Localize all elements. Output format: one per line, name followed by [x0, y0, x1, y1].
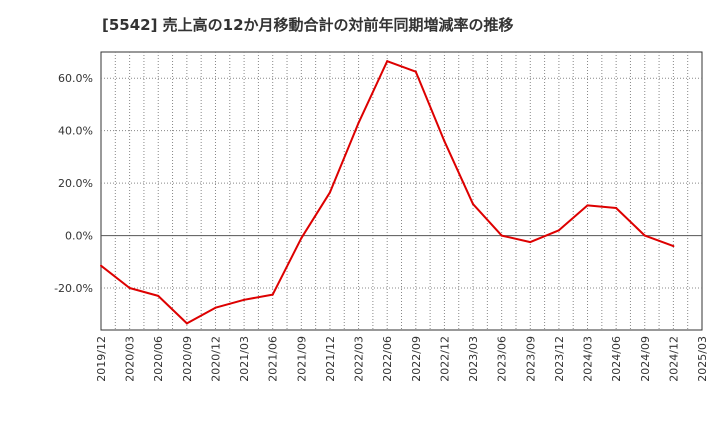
- horizontal-gridlines: [101, 77, 702, 289]
- y-tick-label: 60.0%: [58, 72, 93, 85]
- x-tick-label: 2022/06: [381, 336, 394, 382]
- x-tick-label: 2020/09: [181, 336, 194, 382]
- x-tick-label: 2023/03: [467, 336, 480, 382]
- y-tick-label: 0.0%: [65, 230, 93, 243]
- data-point: [386, 60, 389, 63]
- chart-title: [5542] 売上高の12か月移動合計の対前年同期増減率の推移: [102, 16, 514, 34]
- data-point: [557, 229, 560, 232]
- x-tick-label: 2022/12: [438, 336, 451, 382]
- data-point: [500, 234, 503, 237]
- x-tick-label: 2019/12: [95, 336, 108, 382]
- y-tick-label: 40.0%: [58, 125, 93, 138]
- data-point: [185, 322, 188, 325]
- data-point: [529, 241, 532, 244]
- x-tick-label: 2022/09: [410, 336, 423, 382]
- data-point: [414, 70, 417, 73]
- x-tick-label: 2021/06: [267, 336, 280, 382]
- x-tick-label: 2023/12: [553, 336, 566, 382]
- data-point: [586, 204, 589, 207]
- data-point: [271, 293, 274, 296]
- y-tick-label: -20.0%: [54, 282, 93, 295]
- data-point: [100, 264, 102, 267]
- data-point: [443, 140, 446, 143]
- x-tick-label: 2024/12: [667, 336, 680, 382]
- vertical-gridlines: [114, 52, 689, 330]
- x-tick-label: 2024/03: [582, 336, 595, 382]
- x-axis-tick-labels: 2019/12 2020/03 2020/06 2020/09 2020/12 2021/…: [95, 336, 709, 382]
- data-point: [615, 207, 618, 210]
- x-tick-label: 2021/09: [295, 336, 308, 382]
- x-tick-label: 2020/06: [152, 336, 165, 382]
- x-tick-label: 2022/03: [353, 336, 366, 382]
- x-tick-label: 2020/03: [124, 336, 137, 382]
- x-tick-label: 2023/06: [496, 336, 509, 382]
- x-tick-label: 2025/03: [696, 336, 709, 382]
- data-point: [643, 234, 646, 237]
- x-tick-label: 2021/12: [324, 336, 337, 382]
- y-axis-tick-labels: 60.0% 40.0% 20.0% 0.0% -20.0%: [54, 72, 93, 295]
- data-point: [157, 294, 160, 297]
- x-tick-label: 2021/03: [238, 336, 251, 382]
- data-point: [328, 191, 331, 194]
- x-tick-label: 2024/06: [610, 336, 623, 382]
- data-point: [128, 287, 131, 290]
- y-tick-label: 20.0%: [58, 177, 93, 190]
- data-point: [672, 245, 675, 248]
- x-tick-label: 2024/09: [639, 336, 652, 382]
- data-point: [357, 121, 360, 124]
- data-point: [300, 237, 303, 240]
- data-point: [214, 306, 217, 309]
- series-group: [100, 60, 675, 325]
- data-point: [243, 298, 246, 301]
- x-tick-label: 2020/12: [209, 336, 222, 382]
- data-point: [472, 203, 475, 206]
- x-tick-label: 2023/09: [524, 336, 537, 382]
